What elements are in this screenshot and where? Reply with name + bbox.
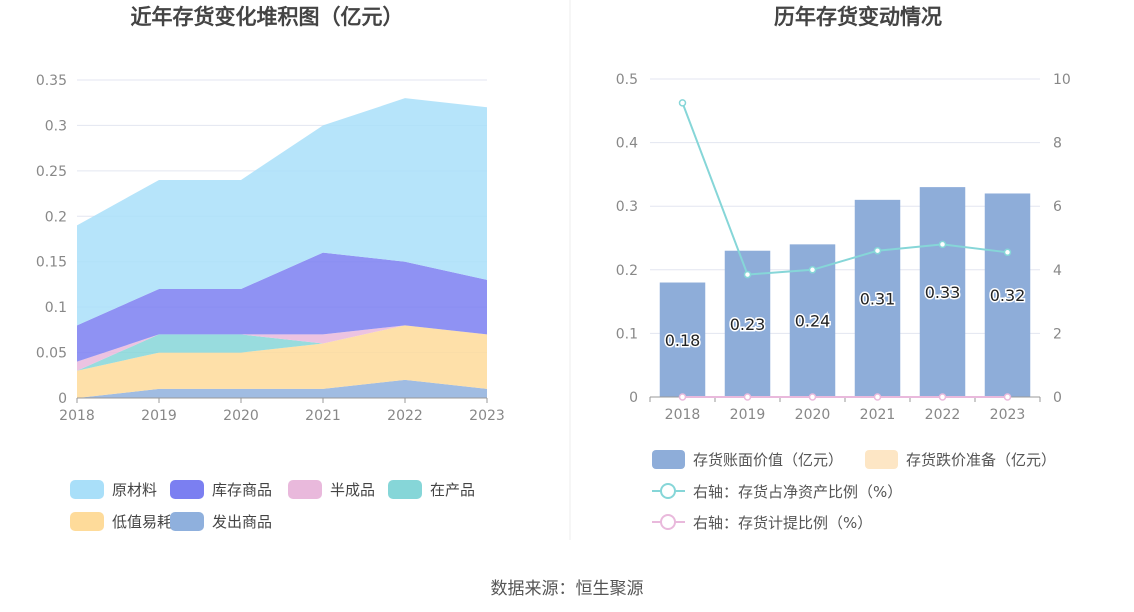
legend-swatch — [865, 450, 898, 469]
right-y2-tick-label: 0 — [1053, 390, 1062, 406]
line-point-2 — [808, 266, 817, 274]
legend-label: 低值易耗品 — [112, 513, 187, 531]
area-series-3 — [77, 325, 487, 371]
legend-line-marker — [660, 514, 676, 530]
left-y-tick-label: 0.15 — [36, 255, 67, 271]
legend-label: 发出商品 — [212, 513, 272, 531]
bar-inventory-value — [919, 187, 966, 397]
left-chart-title: 近年存货变化堆积图（亿元） — [131, 5, 404, 29]
right-x-tick-label: 2023 — [990, 407, 1026, 423]
left-y-tick-label: 0.05 — [36, 346, 67, 362]
area-series-2 — [77, 325, 487, 371]
line-point-3 — [678, 393, 687, 401]
line-point-2 — [873, 246, 882, 255]
line-point-2 — [743, 270, 752, 279]
right-y2-tick-label: 6 — [1053, 199, 1062, 215]
bar-data-label: 0.18 — [665, 331, 701, 350]
legend-label: 半成品 — [330, 481, 375, 499]
legend-label: 库存商品 — [212, 481, 272, 499]
right-x-tick-label: 2020 — [795, 407, 831, 423]
right-y-tick-label: 0.5 — [616, 72, 638, 88]
line-point-3 — [873, 393, 882, 401]
right-chart-title: 历年存货变动情况 — [774, 5, 942, 29]
legend-line-marker — [660, 483, 676, 499]
right-x-tick-label: 2021 — [860, 407, 896, 423]
data-source-note: 数据来源：恒生聚源 — [490, 579, 644, 599]
line-point-3 — [1003, 393, 1012, 401]
left-x-tick-label: 2021 — [305, 408, 341, 424]
bar-data-label: 0.31 — [860, 289, 896, 308]
left-y-tick-label: 0.25 — [36, 164, 67, 180]
bar-inventory-value — [984, 193, 1031, 397]
legend-swatch — [170, 480, 204, 499]
legend-swatch — [70, 512, 104, 531]
legend-label: 存货账面价值（亿元） — [693, 451, 843, 469]
line-series-2 — [681, 102, 1008, 276]
line-point-3 — [743, 393, 752, 401]
right-y-tick-label: 0.1 — [616, 326, 638, 342]
bar-data-label: 0.33 — [925, 283, 961, 302]
legend-swatch — [652, 450, 685, 469]
right-x-tick-label: 2022 — [925, 407, 961, 423]
area-series-1 — [77, 325, 487, 398]
line-point-3 — [938, 393, 947, 401]
legend-swatch — [70, 480, 104, 499]
line-point-2 — [678, 99, 687, 107]
right-y2-tick-label: 8 — [1053, 136, 1062, 152]
legend-label: 在产品 — [430, 481, 475, 499]
right-y2-tick-label: 2 — [1053, 326, 1062, 342]
bar-data-label: 0.24 — [795, 312, 831, 331]
legend-label: 右轴：存货计提比例（%） — [693, 514, 872, 532]
right-y-tick-label: 0 — [629, 390, 638, 406]
right-x-tick-label: 2018 — [665, 407, 701, 423]
left-y-tick-label: 0.1 — [45, 300, 67, 316]
legend-label: 存货跌价准备（亿元） — [906, 451, 1056, 469]
left-y-tick-label: 0 — [58, 391, 67, 407]
line-point-2 — [1003, 248, 1012, 257]
right-y2-tick-label: 10 — [1053, 72, 1071, 88]
right-x-tick-label: 2019 — [730, 407, 766, 423]
left-x-tick-label: 2018 — [59, 408, 95, 424]
left-y-tick-label: 0.2 — [45, 209, 67, 225]
bar-data-label: 0.23 — [730, 315, 766, 334]
left-x-tick-label: 2022 — [387, 408, 423, 424]
line-point-2 — [938, 240, 947, 249]
left-y-tick-label: 0.35 — [36, 73, 67, 89]
legend-label: 右轴：存货占净资产比例（%） — [693, 483, 902, 501]
legend-label: 原材料 — [112, 481, 157, 499]
right-y2-tick-label: 4 — [1053, 263, 1062, 279]
left-x-tick-label: 2020 — [223, 408, 259, 424]
line-point-3 — [808, 393, 817, 401]
area-series-0 — [77, 379, 487, 398]
bar-inventory-value — [659, 282, 706, 397]
area-series-5 — [77, 98, 487, 326]
legend-swatch — [388, 480, 422, 499]
bar-inventory-value — [854, 199, 901, 397]
legend-swatch — [170, 512, 204, 531]
left-x-tick-label: 2019 — [141, 408, 177, 424]
left-x-tick-label: 2023 — [469, 408, 505, 424]
right-y-tick-label: 0.2 — [616, 263, 638, 279]
right-y-tick-label: 0.4 — [616, 136, 638, 152]
right-y-tick-label: 0.3 — [616, 199, 638, 215]
area-series-4 — [77, 252, 487, 362]
legend-swatch — [288, 480, 322, 499]
bar-data-label: 0.32 — [990, 286, 1026, 305]
left-y-tick-label: 0.3 — [45, 118, 67, 134]
